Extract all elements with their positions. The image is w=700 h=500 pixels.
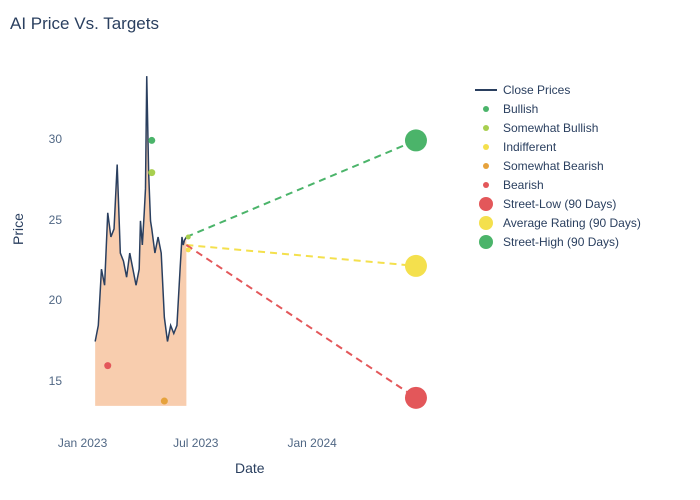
x-tick-label: Jan 2024	[284, 436, 340, 450]
legend-label: Somewhat Bearish	[503, 159, 604, 173]
legend-dot-icon	[479, 235, 493, 249]
analyst-rating-marker	[161, 398, 168, 405]
legend-label: Close Prices	[503, 83, 570, 97]
target-projection-line	[186, 245, 416, 266]
x-axis-label: Date	[235, 460, 265, 476]
x-tick-label: Jul 2023	[168, 436, 224, 450]
legend-item: Bullish	[475, 99, 641, 118]
legend-dot-swatch	[475, 235, 497, 249]
legend-item: Somewhat Bullish	[475, 118, 641, 137]
analyst-rating-marker	[148, 137, 155, 144]
legend-dot-swatch	[475, 182, 497, 188]
target-projection-line	[186, 245, 416, 398]
legend-dot-swatch	[475, 163, 497, 169]
legend-dot-swatch	[475, 106, 497, 112]
legend-dot-swatch	[475, 216, 497, 230]
legend-label: Indifferent	[503, 140, 556, 154]
legend-item: Bearish	[475, 175, 641, 194]
legend-label: Street-High (90 Days)	[503, 235, 619, 249]
legend-dot-icon	[483, 182, 489, 188]
legend-dot-swatch	[475, 125, 497, 131]
legend-dot-icon	[479, 216, 493, 230]
legend-line-swatch	[475, 89, 497, 91]
legend-label: Bearish	[503, 178, 544, 192]
y-tick-label: 25	[34, 213, 62, 227]
legend: Close Prices Bullish Somewhat Bullish Indif…	[475, 80, 641, 251]
y-tick-label: 15	[34, 374, 62, 388]
analyst-rating-marker	[104, 362, 111, 369]
legend-item: Close Prices	[475, 80, 641, 99]
legend-dot-swatch	[475, 144, 497, 150]
legend-label: Bullish	[503, 102, 538, 116]
legend-label: Somewhat Bullish	[503, 121, 598, 135]
legend-dot-icon	[483, 125, 489, 131]
legend-dot-icon	[479, 197, 493, 211]
x-tick-label: Jan 2023	[55, 436, 111, 450]
y-axis-label: Price	[10, 213, 26, 245]
y-tick-label: 20	[34, 293, 62, 307]
legend-dot-icon	[483, 144, 489, 150]
analyst-rating-marker	[186, 234, 191, 239]
target-projection-line	[186, 140, 416, 237]
legend-item: Street-High (90 Days)	[475, 232, 641, 251]
legend-dot-swatch	[475, 197, 497, 211]
legend-label: Average Rating (90 Days)	[503, 216, 641, 230]
target-marker	[405, 255, 427, 277]
legend-dot-icon	[483, 163, 489, 169]
legend-dot-icon	[483, 106, 489, 112]
legend-item: Average Rating (90 Days)	[475, 213, 641, 232]
close-price-area	[95, 76, 186, 406]
price-targets-chart: AI Price Vs. Targets Date Price Jan 2023…	[0, 0, 700, 500]
legend-item: Street-Low (90 Days)	[475, 194, 641, 213]
legend-item: Somewhat Bearish	[475, 156, 641, 175]
analyst-rating-marker	[148, 169, 155, 176]
y-tick-label: 30	[34, 132, 62, 146]
legend-item: Indifferent	[475, 137, 641, 156]
target-marker	[405, 387, 427, 409]
analyst-rating-marker	[186, 247, 191, 252]
legend-label: Street-Low (90 Days)	[503, 197, 616, 211]
target-marker	[405, 129, 427, 151]
